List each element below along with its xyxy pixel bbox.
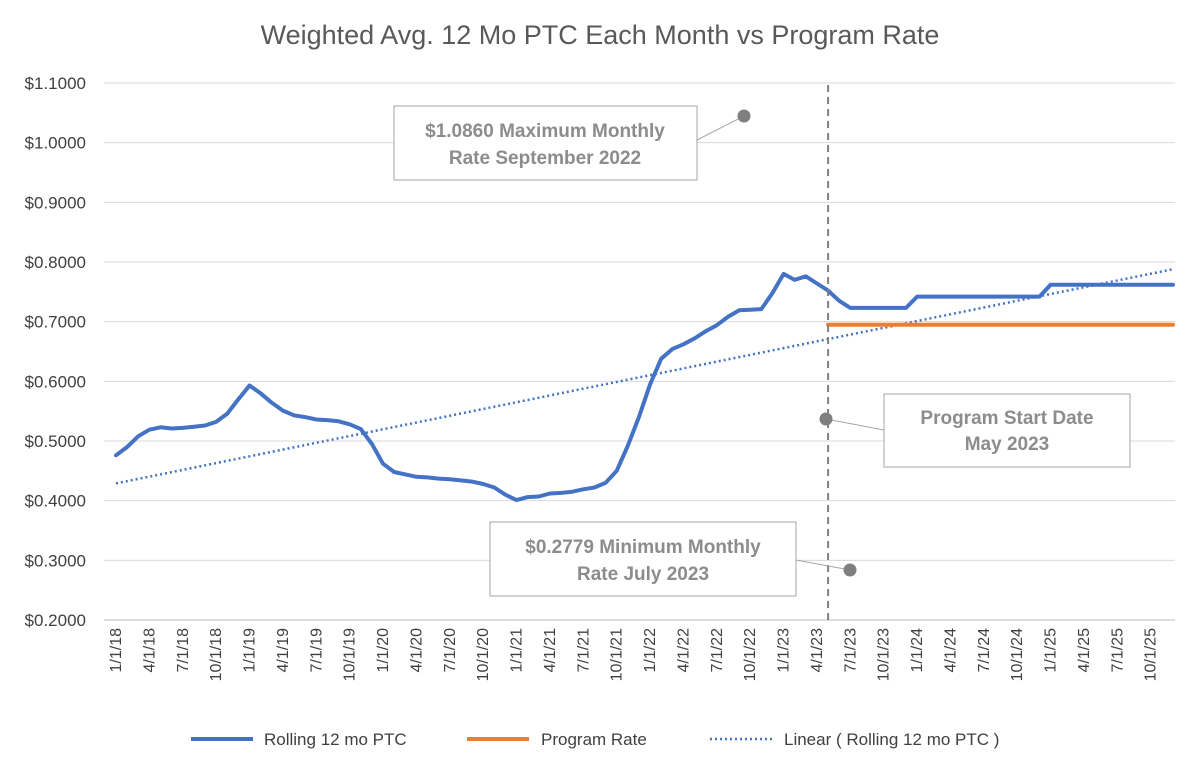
x-tick-label: 7/1/23	[842, 628, 859, 673]
annotation-marker-start	[819, 412, 833, 426]
annotation-max-line-1: $1.0860 Maximum Monthly	[425, 121, 665, 142]
x-tick-label: 7/1/25	[1109, 628, 1126, 673]
x-tick-label: 1/1/25	[1043, 628, 1060, 673]
x-tick-label: 7/1/21	[575, 628, 592, 673]
x-tick-label: 10/1/20	[475, 628, 492, 681]
y-tick-label: $0.9000	[25, 193, 86, 212]
x-tick-label: 4/1/21	[542, 628, 559, 673]
series-rolling-12mo-ptc	[114, 271, 1175, 503]
x-tick-label: 10/1/22	[742, 628, 759, 681]
x-tick-label: 10/1/19	[342, 628, 359, 681]
annotation-min-line-2: Rate July 2023	[577, 564, 709, 585]
x-tick-label: 1/1/20	[375, 628, 392, 673]
x-tick-label: 10/1/23	[876, 628, 893, 681]
x-tick-label: 4/1/23	[809, 628, 826, 673]
y-tick-label: $0.8000	[25, 253, 86, 272]
x-tick-label: 10/1/18	[208, 628, 225, 681]
x-tick-label: 7/1/24	[976, 628, 993, 673]
x-tick-label: 10/1/21	[609, 628, 626, 681]
annotation-start-line-2: May 2023	[965, 434, 1050, 455]
leader-line-min	[795, 559, 851, 571]
x-tick-label: 1/1/22	[642, 628, 659, 673]
legend-label-program: Program Rate	[541, 730, 647, 749]
annotation-marker-max	[737, 109, 751, 123]
annotation-min-line-1: $0.2779 Minimum Monthly	[525, 537, 761, 558]
y-axis: $0.2000 $0.3000 $0.4000 $0.5000 $0.6000 $0.70…	[25, 74, 86, 630]
annotation-marker-min	[843, 563, 857, 577]
y-tick-label: $1.0000	[25, 134, 86, 153]
annotation-start: Program Start Date May 2023	[825, 393, 1131, 468]
x-tick-label: 7/1/22	[709, 628, 726, 673]
annotation-start-line-1: Program Start Date	[920, 408, 1093, 429]
y-tick-label: $1.1000	[25, 74, 86, 93]
legend: Rolling 12 mo PTC Program Rate Linear ( …	[191, 730, 999, 749]
x-tick-label: 1/1/23	[776, 628, 793, 673]
annotation-markers	[737, 109, 857, 577]
x-tick-label: 7/1/20	[442, 628, 459, 673]
x-tick-label: 1/1/19	[242, 628, 259, 673]
x-tick-label: 10/1/25	[1143, 628, 1160, 681]
x-tick-label: 4/1/24	[942, 628, 959, 673]
x-tick-label: 4/1/25	[1076, 628, 1093, 673]
annotation-max: $1.0860 Maximum Monthly Rate September 2…	[393, 105, 745, 181]
x-tick-label: 1/1/21	[509, 628, 526, 673]
chart-title: Weighted Avg. 12 Mo PTC Each Month vs Pr…	[261, 20, 940, 50]
annotation-min: $0.2779 Minimum Monthly Rate July 2023	[489, 521, 851, 597]
y-tick-label: $0.6000	[25, 372, 86, 391]
y-tick-label: $0.7000	[25, 313, 86, 332]
y-tick-label: $0.4000	[25, 492, 86, 511]
gridlines	[104, 82, 1175, 561]
series	[114, 267, 1175, 503]
x-tick-label: 4/1/20	[408, 628, 425, 673]
legend-label-rolling: Rolling 12 mo PTC	[264, 730, 407, 749]
x-tick-label: 10/1/24	[1009, 628, 1026, 681]
annotation-start-box	[883, 393, 1131, 468]
y-tick-label: $0.2000	[25, 611, 86, 630]
annotation-max-box	[393, 105, 698, 181]
leader-line-start	[825, 418, 885, 431]
x-tick-label: 4/1/22	[675, 628, 692, 673]
leader-line-max	[696, 115, 745, 141]
y-tick-label: $0.5000	[25, 432, 86, 451]
annotation-max-line-2: Rate September 2022	[449, 148, 641, 169]
legend-label-linear: Linear ( Rolling 12 mo PTC )	[784, 730, 999, 749]
x-axis: 1/1/18 4/1/18 7/1/18 10/1/18 1/1/19 4/1/19 7/1…	[108, 628, 1160, 681]
y-tick-label: $0.3000	[25, 551, 86, 570]
x-tick-label: 4/1/18	[141, 628, 158, 673]
x-tick-label: 1/1/18	[108, 628, 125, 673]
x-tick-label: 1/1/24	[909, 628, 926, 673]
x-tick-label: 7/1/19	[308, 628, 325, 673]
x-tick-label: 7/1/18	[175, 628, 192, 673]
annotation-min-box	[489, 521, 797, 597]
x-tick-label: 4/1/19	[275, 628, 292, 673]
